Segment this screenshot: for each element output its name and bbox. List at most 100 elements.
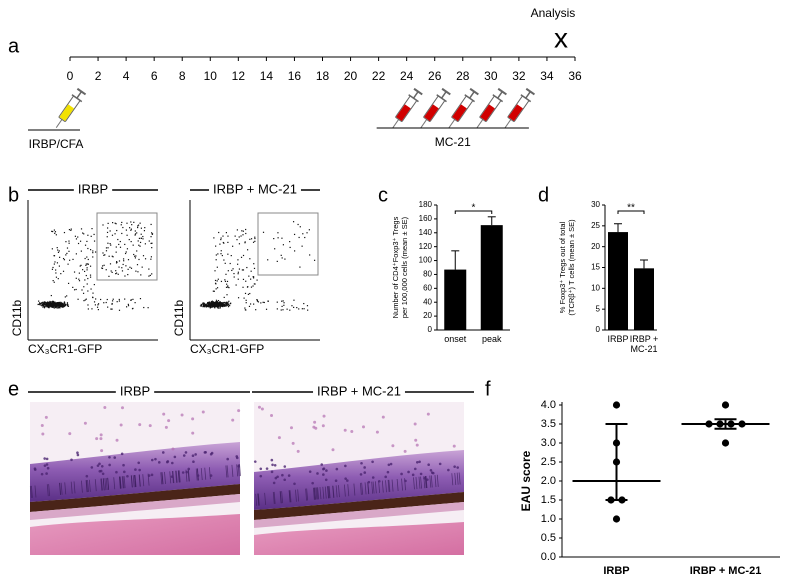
decoration xyxy=(227,241,229,244)
decoration xyxy=(213,290,215,292)
decoration xyxy=(33,467,37,470)
decoration xyxy=(413,87,423,96)
decoration xyxy=(313,259,316,261)
decoration xyxy=(65,241,67,243)
decoration xyxy=(200,468,203,481)
decoration xyxy=(306,305,309,307)
decoration xyxy=(70,458,73,462)
decoration xyxy=(416,461,419,464)
decoration xyxy=(54,231,57,233)
decoration xyxy=(162,412,166,416)
decoration xyxy=(138,244,140,246)
decoration xyxy=(57,307,60,309)
decoration xyxy=(82,292,85,294)
decoration xyxy=(132,298,134,300)
decoration xyxy=(49,301,51,304)
decoration xyxy=(66,252,68,255)
decoration xyxy=(218,305,220,308)
decoration xyxy=(58,250,60,252)
decoration xyxy=(60,482,63,495)
decoration xyxy=(127,303,129,305)
y-tick-label: 3.0 xyxy=(541,437,556,449)
decoration xyxy=(359,473,363,476)
decoration xyxy=(130,229,132,231)
decoration xyxy=(64,482,67,495)
decoration xyxy=(73,481,76,494)
decoration xyxy=(215,304,217,307)
decoration xyxy=(124,275,126,277)
x-tick-label: 20 xyxy=(344,69,358,83)
decoration xyxy=(424,104,439,122)
decoration xyxy=(386,470,390,474)
decoration xyxy=(237,259,239,261)
decoration xyxy=(143,306,145,309)
decoration xyxy=(237,271,239,273)
decoration xyxy=(244,292,247,295)
decoration xyxy=(281,300,283,302)
decoration xyxy=(110,270,112,272)
decoration xyxy=(209,301,211,304)
decoration xyxy=(225,232,228,234)
decoration xyxy=(55,119,63,128)
decoration xyxy=(83,233,85,235)
decoration xyxy=(45,472,48,475)
decoration xyxy=(58,301,60,304)
decoration xyxy=(134,257,137,259)
analysis-mark: x xyxy=(554,22,568,53)
decoration xyxy=(217,306,219,309)
decoration xyxy=(205,304,207,306)
decoration xyxy=(280,309,282,311)
decoration xyxy=(121,232,123,235)
decoration xyxy=(464,94,476,103)
decoration xyxy=(227,301,229,303)
panel-letter: a xyxy=(8,35,20,57)
decoration xyxy=(169,471,172,484)
decoration xyxy=(47,305,49,307)
decoration xyxy=(202,303,204,305)
data-point xyxy=(612,458,621,466)
x-tick-label: 28 xyxy=(456,69,470,83)
decoration xyxy=(86,283,88,285)
decoration xyxy=(447,468,450,472)
decoration xyxy=(213,305,215,308)
decoration xyxy=(292,221,295,223)
decoration xyxy=(400,472,403,476)
decoration xyxy=(47,306,50,309)
decoration xyxy=(56,304,58,306)
decoration xyxy=(322,414,326,418)
decoration xyxy=(87,290,89,292)
decoration xyxy=(67,305,70,307)
decoration xyxy=(223,304,226,306)
decoration xyxy=(377,479,381,483)
decoration xyxy=(427,463,430,467)
decoration xyxy=(346,479,349,482)
decoration xyxy=(63,302,65,304)
decoration xyxy=(508,104,523,122)
decoration xyxy=(101,472,105,476)
decoration xyxy=(211,303,213,305)
decoration xyxy=(249,292,251,295)
y-tick-label: 0 xyxy=(428,325,433,334)
decoration xyxy=(58,302,60,304)
decoration xyxy=(53,229,55,231)
decoration xyxy=(313,487,316,500)
decoration xyxy=(75,253,77,255)
panel-letter: c xyxy=(378,184,388,206)
decoration xyxy=(30,494,240,520)
decoration xyxy=(245,232,247,235)
decoration xyxy=(372,481,375,494)
decoration xyxy=(234,235,236,237)
decoration xyxy=(420,119,428,128)
decoration xyxy=(63,259,66,261)
decoration xyxy=(415,443,419,447)
decoration xyxy=(246,266,248,269)
decoration xyxy=(43,307,46,309)
decoration xyxy=(219,304,222,306)
decoration xyxy=(117,273,119,275)
decoration xyxy=(150,258,152,260)
decoration xyxy=(130,267,133,269)
decoration xyxy=(277,232,279,234)
decoration xyxy=(313,420,317,424)
decoration xyxy=(309,254,311,256)
decoration xyxy=(301,308,303,310)
